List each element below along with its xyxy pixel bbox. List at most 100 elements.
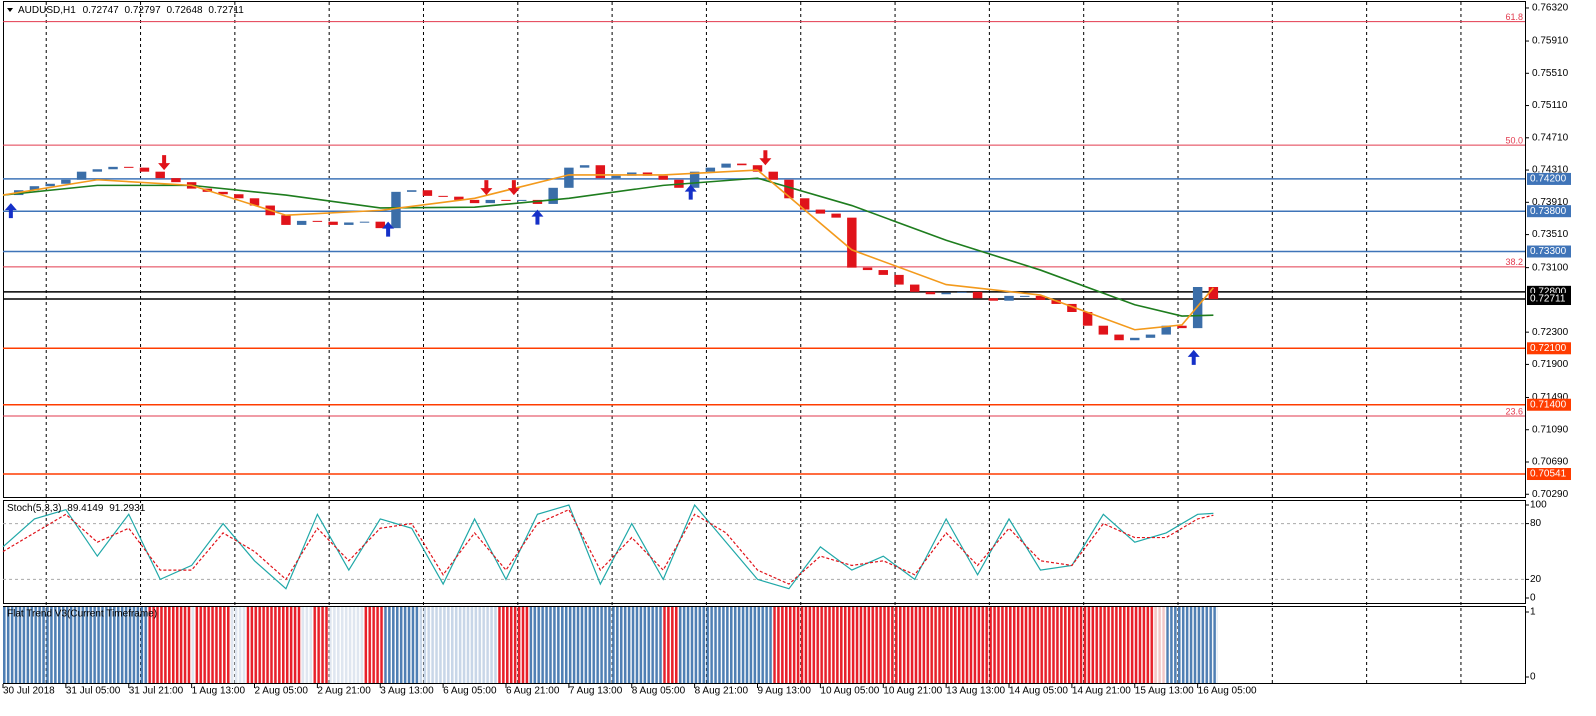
- trend-segment: [230, 607, 247, 683]
- stoch-name: Stoch(5,3,3): [7, 503, 61, 514]
- buy-arrow: [4, 203, 17, 219]
- candle-down: [281, 215, 291, 225]
- y-tick-label: 0.73910: [1532, 197, 1569, 208]
- candle-down: [124, 166, 134, 168]
- y-tick-label: 0.73100: [1532, 262, 1569, 273]
- candle-down: [862, 267, 873, 271]
- candle-down: [1067, 303, 1077, 312]
- candle-down: [768, 171, 778, 180]
- candle-down: [988, 298, 999, 301]
- sell-arrow: [480, 180, 493, 196]
- candle-up: [957, 291, 967, 293]
- candle-up: [548, 187, 558, 204]
- candle-down: [972, 291, 983, 299]
- stoch-main: 89.4149: [67, 503, 104, 514]
- trend-segment: [678, 607, 774, 683]
- candle-up: [76, 171, 87, 180]
- candle-down: [642, 172, 653, 176]
- high: 0.72797: [125, 5, 162, 16]
- candle-down: [847, 217, 857, 268]
- trend-segment: [529, 607, 664, 683]
- x-tick-label: 9 Aug 13:00: [758, 686, 812, 697]
- y-tick-label: 0.76320: [1532, 3, 1569, 14]
- candle-up: [61, 179, 71, 184]
- y-tick-label: 0.71090: [1532, 424, 1569, 435]
- candle-up: [564, 167, 574, 188]
- candle-down: [1114, 334, 1124, 341]
- x-tick-label: 15 Aug 13:00: [1135, 686, 1194, 697]
- level-label: 0.71400: [1530, 399, 1567, 410]
- x-tick-label: 1 Aug 13:00: [192, 686, 246, 697]
- candle-down: [1098, 325, 1109, 335]
- trend-segment: [1154, 607, 1167, 683]
- candle-up: [29, 186, 40, 191]
- x-tick-label: 30 Jul 2018: [3, 686, 55, 697]
- x-tick-label: 2 Aug 21:00: [317, 686, 371, 697]
- candle-down: [878, 270, 888, 275]
- candle-up: [1020, 295, 1030, 297]
- candle-down: [1082, 312, 1093, 326]
- low: 0.72648: [166, 5, 203, 16]
- trend-segment: [663, 607, 679, 683]
- candle-down: [139, 167, 150, 172]
- stoch-tick-label: 0: [1530, 593, 1536, 604]
- trend-segment: [3, 607, 149, 683]
- y-tick-label: 0.75110: [1532, 100, 1568, 111]
- fib-label: 23.6: [1505, 406, 1523, 416]
- candle-up: [344, 222, 354, 225]
- flat-tick-label: 0: [1530, 672, 1536, 683]
- stoch-pane: [3, 500, 1526, 604]
- x-tick-label: 8 Aug 21:00: [695, 686, 749, 697]
- trend-segment: [419, 607, 499, 683]
- candle-down: [799, 198, 810, 210]
- level-box: [1527, 172, 1571, 185]
- trend-segment: [1166, 607, 1218, 683]
- level-box: [1527, 293, 1571, 306]
- y-tick-label: 0.72300: [1532, 327, 1569, 338]
- fib-label: 61.8: [1505, 12, 1523, 22]
- marks-layer: [2, 150, 1219, 683]
- x-tick-label: 10 Aug 21:00: [883, 686, 942, 697]
- candle-up: [108, 166, 118, 170]
- candle-down: [469, 199, 480, 204]
- sell-arrow: [759, 150, 772, 166]
- candle-down: [375, 221, 385, 229]
- stoch-d: [2, 508, 1214, 585]
- trend-segment: [773, 607, 1155, 683]
- price-pane: [3, 1, 1526, 498]
- level-label: 0.72100: [1530, 343, 1567, 354]
- x-tick-label: 6 Aug 21:00: [506, 686, 560, 697]
- y-tick-label: 0.74310: [1532, 165, 1569, 176]
- x-tick-label: 13 Aug 13:00: [946, 686, 1005, 697]
- symbol: AUDUSD,H1: [18, 5, 76, 16]
- candle-down: [454, 196, 464, 200]
- y-tick-label: 0.70290: [1532, 489, 1569, 500]
- level-label: 0.72800: [1530, 286, 1567, 297]
- y-tick-label: 0.70690: [1532, 457, 1569, 468]
- x-tick-label: 8 Aug 05:00: [632, 686, 686, 697]
- candle-down: [925, 291, 936, 295]
- candle-down: [894, 274, 904, 285]
- x-tick-label: 14 Aug 21:00: [1072, 686, 1131, 697]
- candle-down: [249, 198, 260, 206]
- x-tick-label: 10 Aug 05:00: [820, 686, 879, 697]
- candle-up: [296, 220, 307, 225]
- trend-segment: [498, 607, 530, 683]
- candle-up: [359, 221, 370, 223]
- candle-up: [721, 163, 731, 168]
- level-label: 0.72711: [1530, 294, 1566, 305]
- x-tick-label: 31 Jul 21:00: [129, 686, 184, 697]
- x-tick-label: 6 Aug 05:00: [443, 686, 497, 697]
- candle-down: [438, 195, 448, 197]
- candle-up: [485, 199, 496, 204]
- stoch-signal: 91.2931: [109, 503, 146, 514]
- level-label: 0.73300: [1530, 246, 1567, 257]
- candle-down: [909, 284, 920, 292]
- trend-segment: [301, 607, 314, 683]
- candle-down: [595, 165, 606, 179]
- close: 0.72711: [208, 5, 244, 16]
- candle-down: [422, 190, 433, 196]
- candle-up: [45, 183, 55, 187]
- candle-up: [1145, 334, 1156, 338]
